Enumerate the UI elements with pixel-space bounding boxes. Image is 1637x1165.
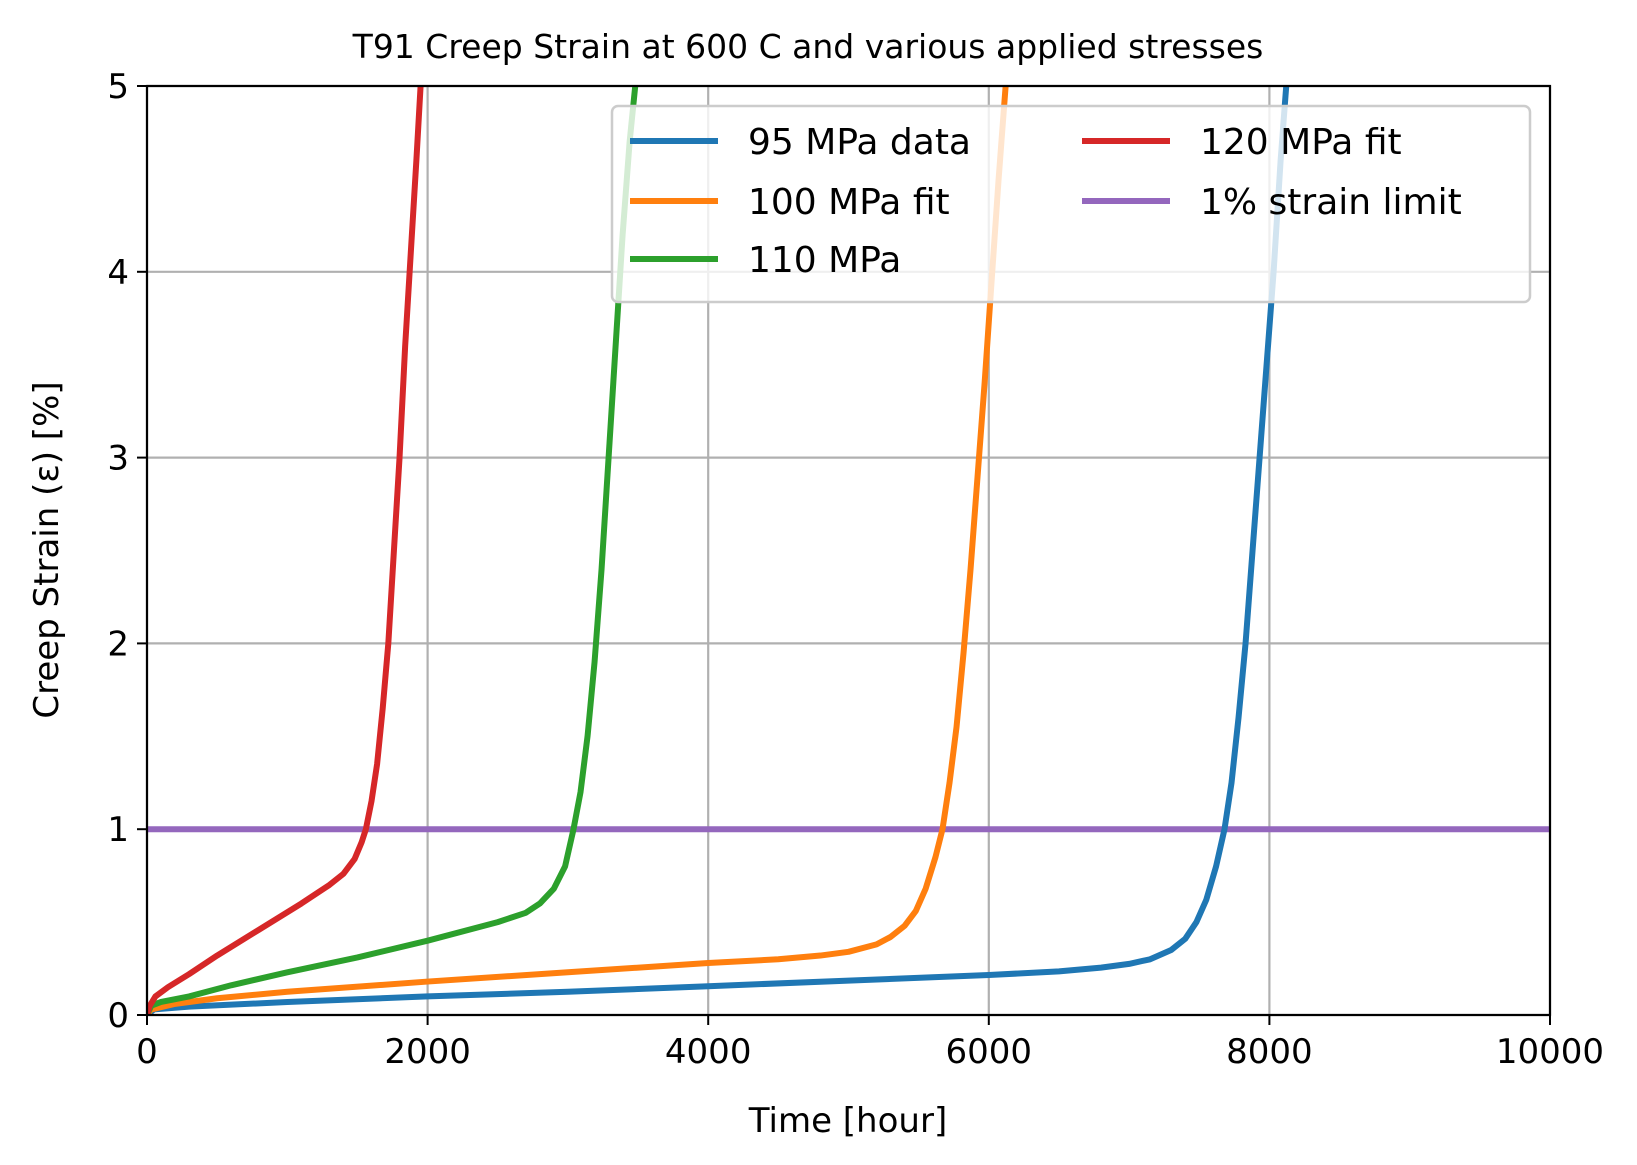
- legend-label: 95 MPa data: [748, 122, 971, 163]
- x-tick-label: 4000: [665, 1032, 752, 1072]
- legend-label: 120 MPa fit: [1200, 122, 1402, 163]
- series-line-2: [147, 86, 639, 1015]
- legend: 95 MPa data 100 MPa fit 110 MPa 120 MPa fit…: [610, 104, 1532, 304]
- legend-box: [610, 104, 1532, 304]
- legend-item: 120 MPa fit: [1082, 122, 1402, 163]
- x-axis-label: Time [hour]: [748, 1101, 947, 1141]
- legend-label: 100 MPa fit: [748, 182, 950, 223]
- legend-items: 95 MPa data 100 MPa fit 110 MPa 120 MPa fit…: [630, 122, 1462, 281]
- y-tick-label: 4: [107, 253, 129, 293]
- series-line-1: [147, 86, 1009, 1015]
- y-tick-label: 1: [107, 810, 129, 850]
- ticks: 0 2000 4000 6000 8000 10000 0 1 2 3 4 5: [107, 67, 1604, 1072]
- x-tick-label: 6000: [946, 1032, 1033, 1072]
- legend-label: 110 MPa: [748, 240, 901, 281]
- chart-title: T91 Creep Strain at 600 C and various ap…: [352, 27, 1264, 66]
- legend-item: 100 MPa fit: [630, 182, 950, 223]
- x-tick-label: 10000: [1496, 1032, 1604, 1072]
- plot-frame: [145, 84, 1552, 1017]
- legend-item: 110 MPa: [630, 240, 901, 281]
- legend-label: 1% strain limit: [1200, 182, 1462, 223]
- legend-item: 95 MPa data: [630, 122, 971, 163]
- legend-item: 1% strain limit: [1082, 182, 1462, 223]
- y-tick-label: 0: [107, 996, 129, 1036]
- y-axis-label: Creep Strain (ε) [%]: [27, 381, 67, 718]
- series-line-3: [147, 86, 424, 1015]
- series-layer: [147, 86, 1550, 1015]
- y-tick-label: 2: [107, 624, 129, 664]
- x-tick-label: 0: [136, 1032, 158, 1072]
- x-tick-label: 8000: [1226, 1032, 1313, 1072]
- y-tick-label: 5: [107, 67, 129, 107]
- y-tick-label: 3: [107, 439, 129, 479]
- series-line-0: [147, 86, 1290, 1015]
- x-tick-label: 2000: [384, 1032, 471, 1072]
